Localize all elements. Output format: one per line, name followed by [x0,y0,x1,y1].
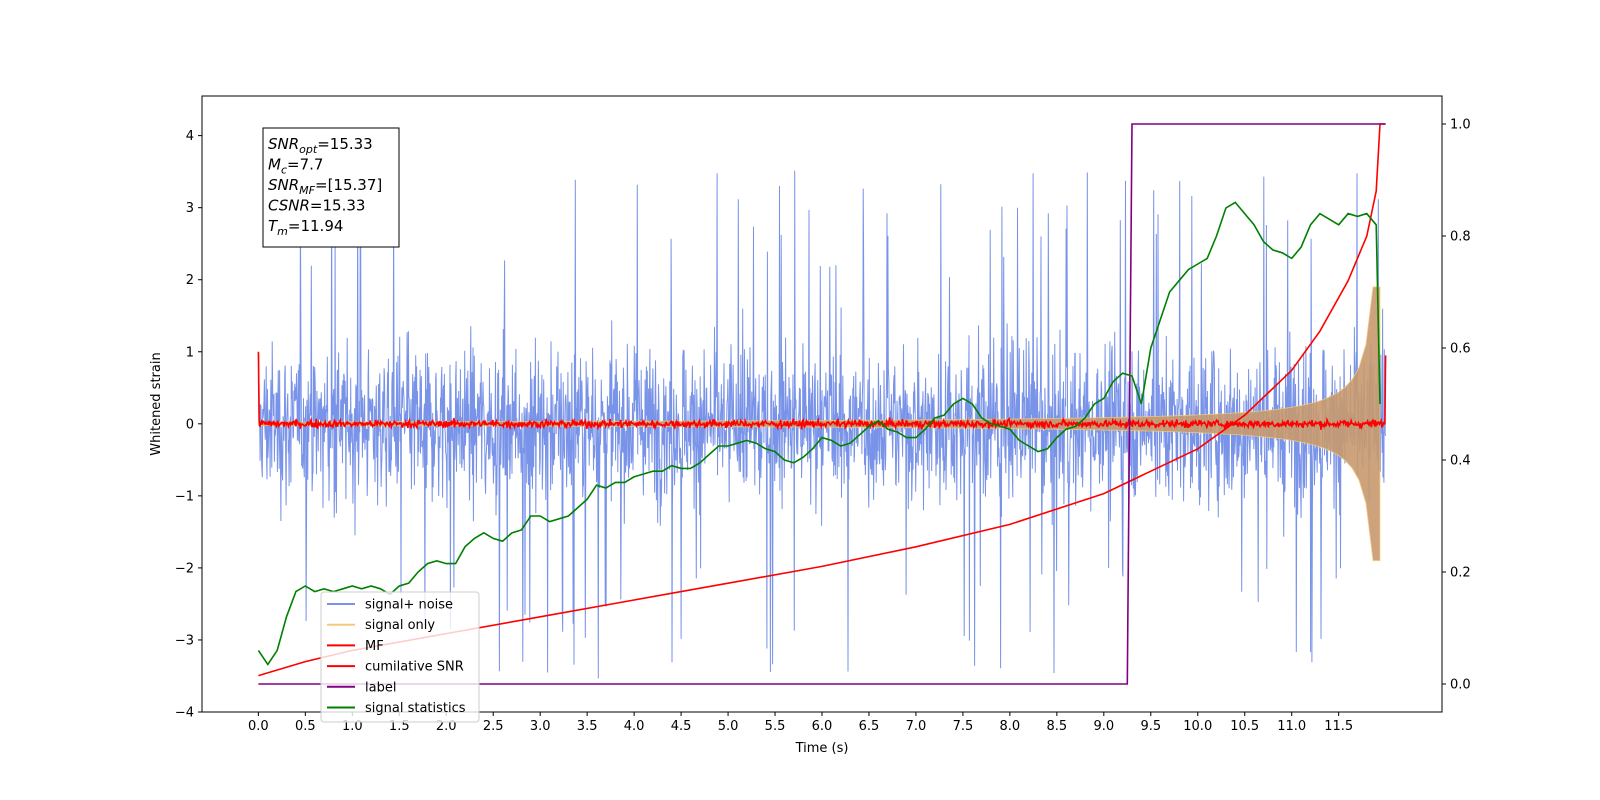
legend: signal+ noise signal only MF cumilative SNR… [320,591,480,723]
legend-entry: signal statistics [365,701,466,716]
legend-entry: label [365,680,396,695]
x-tick-label: 6.5 [859,719,880,734]
x-tick-label: 6.0 [812,719,833,734]
x-tick-label: 10.5 [1230,719,1259,734]
y-tick-label: −2 [175,561,194,576]
x-tick-label: 7.0 [906,719,927,734]
y-tick-label: 3 [186,201,194,216]
y-tick-label: −1 [175,489,194,504]
y-right-tick-label: 0.6 [1450,342,1471,357]
x-tick-label: 3.5 [577,719,598,734]
x-tick-label: 1.0 [342,719,363,734]
annotation-line: Mc=7.7 [268,156,323,177]
legend-entry: signal only [365,618,435,633]
legend-entry: cumilative SNR [365,660,464,675]
annotation-line: SNRopt=15.33 [268,135,373,156]
y-tick-label: 4 [186,129,194,144]
x-tick-label: 8.5 [1047,719,1068,734]
x-tick-label: 7.5 [953,719,974,734]
x-tick-label: 11.0 [1277,719,1306,734]
x-tick-label: 3.0 [530,719,551,734]
y-tick-label: 2 [186,273,194,288]
x-tick-label: 10.0 [1183,719,1212,734]
plot-area [257,123,1387,685]
y-tick-label: 1 [186,345,194,360]
legend-entry: signal+ noise [365,598,453,613]
y-right-tick-label: 0.2 [1450,566,1471,581]
y-right-tick-label: 1.0 [1450,118,1471,133]
series-label-line [258,123,1386,685]
annotation-line: SNRMF=[15.37] [268,176,382,197]
x-tick-label: 1.5 [389,719,410,734]
annotation-line: CSNR=15.33 [268,197,365,215]
x-tick-label: 0.5 [295,719,316,734]
series-mf-line [257,351,1387,432]
x-tick-label: 2.0 [436,719,457,734]
x-tick-label: 9.0 [1093,719,1114,734]
series-signal-noise-line [257,170,1387,679]
x-tick-label: 5.0 [718,719,739,734]
x-tick-label: 8.0 [1000,719,1021,734]
x-tick-label: 2.5 [483,719,504,734]
x-tick-label: 9.5 [1140,719,1161,734]
annotation-box: SNRopt=15.33Mc=7.7SNRMF=[15.37]CSNR=15.3… [262,127,400,248]
legend-entry: MF [365,639,384,654]
y-tick-label: −4 [175,706,194,721]
y-right-tick-label: 0.0 [1450,678,1471,693]
x-tick-label: 4.0 [624,719,645,734]
axis-ticks: 0.0 0.5 1.0 1.5 2.0 2.5 3.0 3.5 4.0 4.5 5.0 5.5 6.0 6… [175,118,1471,735]
y-tick-label: 0 [186,417,194,432]
x-tick-label: 5.5 [765,719,786,734]
series-signal-statistics-line [257,201,1381,666]
y-right-tick-label: 0.8 [1450,230,1471,245]
x-tick-label: 11.5 [1324,719,1353,734]
annotation-frame [262,127,400,248]
x-axis-label: Time (s) [795,741,849,756]
annotation-line: Tm=11.94 [268,217,343,238]
y-axis-label: Whitened strain [149,352,164,455]
y-tick-label: −3 [175,633,194,648]
y-right-tick-label: 0.4 [1450,454,1471,469]
x-tick-label: 4.5 [671,719,692,734]
legend-frame [320,591,480,723]
x-tick-label: 0.0 [248,719,269,734]
